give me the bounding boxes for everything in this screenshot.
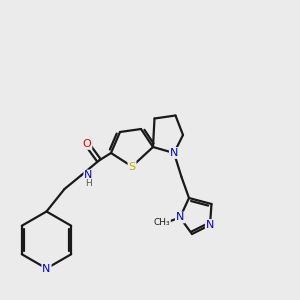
Text: H: H xyxy=(85,179,92,188)
Text: N: N xyxy=(206,220,214,230)
Text: CH₃: CH₃ xyxy=(154,218,170,227)
Text: O: O xyxy=(82,139,91,149)
Text: N: N xyxy=(176,212,184,223)
Text: S: S xyxy=(128,161,136,172)
Text: N: N xyxy=(170,148,178,158)
Text: N: N xyxy=(42,263,51,274)
Text: N: N xyxy=(84,170,93,181)
